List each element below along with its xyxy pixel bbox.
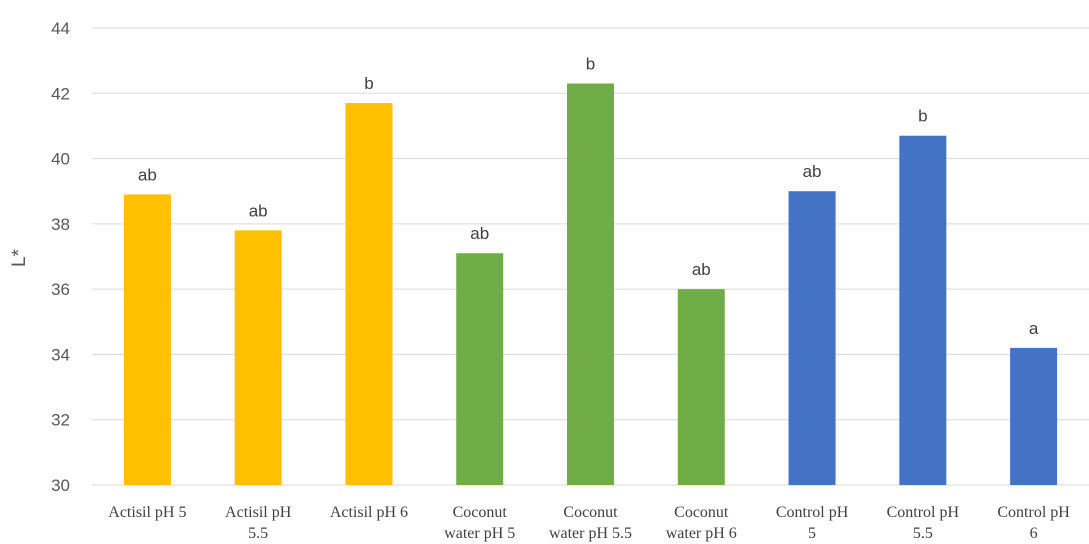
data-label: ab <box>249 201 268 220</box>
x-axis-ticks: Actisil pH 5 Actisil pH 5.5 Actisil pH 6 Coc… <box>108 504 1070 542</box>
data-label: ab <box>470 224 489 243</box>
y-tick-label: 32 <box>51 411 70 430</box>
x-tick-label: Actisil pH 5 <box>108 504 186 521</box>
y-tick-label: 34 <box>51 345 70 364</box>
bar <box>788 191 836 485</box>
data-label: a <box>1029 319 1039 338</box>
y-axis-ticks: 30 32 34 36 38 40 42 44 <box>51 19 70 495</box>
y-tick-label: 36 <box>51 280 70 299</box>
y-tick-label: 42 <box>51 84 70 103</box>
bar <box>234 230 282 485</box>
x-tick-label: Coconut water pH 5.5 <box>549 504 632 542</box>
y-tick-label: 30 <box>51 476 70 495</box>
bar <box>345 103 393 485</box>
data-label: ab <box>138 165 157 184</box>
data-label: ab <box>692 260 711 279</box>
bar <box>456 253 504 485</box>
y-tick-label: 44 <box>51 19 70 38</box>
data-labels: ab ab b ab b ab ab b a <box>138 54 1039 337</box>
bar <box>899 135 947 485</box>
y-axis-label: L* <box>9 248 30 267</box>
x-tick-label: Coconut water pH 5 <box>444 504 515 542</box>
x-tick-label: Control pH 5.5 <box>887 504 960 542</box>
x-tick-label: Control pH 6 <box>997 504 1070 542</box>
data-label: ab <box>803 162 822 181</box>
bar <box>567 83 614 485</box>
data-label: b <box>364 74 373 93</box>
bar <box>677 289 725 485</box>
bar <box>1010 347 1058 485</box>
x-tick-label: Actisil pH 5.5 <box>225 504 292 542</box>
bar <box>123 194 171 485</box>
bars <box>123 83 1058 485</box>
data-label: b <box>586 54 595 73</box>
x-tick-label: Coconut water pH 6 <box>666 504 737 542</box>
x-tick-label: Actisil pH 6 <box>330 504 408 521</box>
y-tick-label: 38 <box>51 215 70 234</box>
x-tick-label: Control pH 5 <box>776 504 849 542</box>
data-label: b <box>918 107 927 126</box>
y-tick-label: 40 <box>51 150 70 169</box>
